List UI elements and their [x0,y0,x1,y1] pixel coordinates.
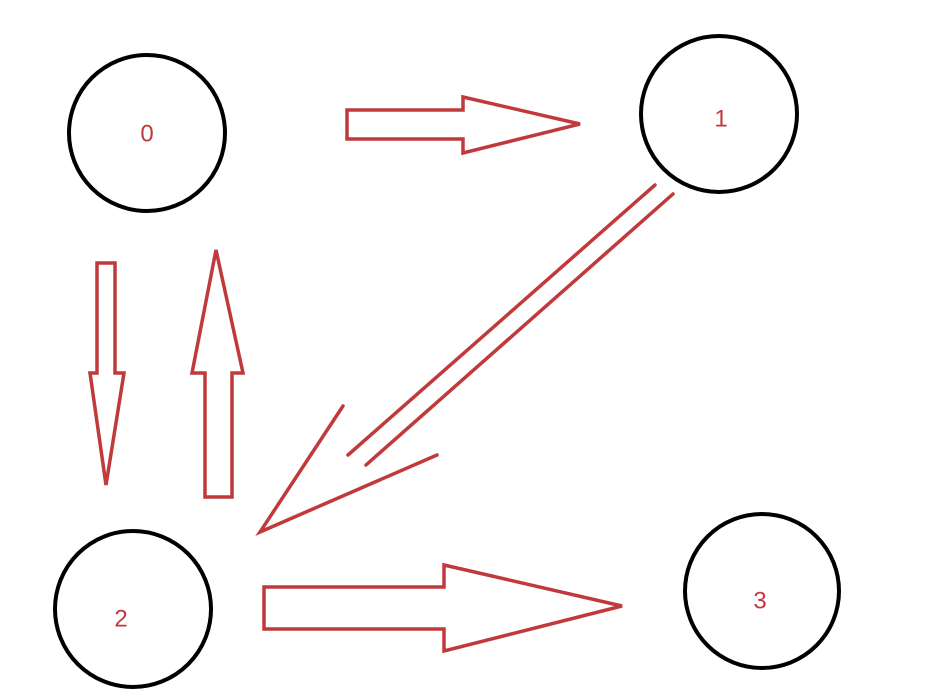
node-3-label: 3 [753,587,766,614]
node-2: 2 [53,529,213,689]
edge-arrow-0-to-1 [345,94,581,156]
node-1: 1 [639,34,799,194]
node-3-circle [683,512,841,670]
node-0-circle [67,53,227,213]
node-0: 0 [67,53,227,213]
edge-arrow-2-to-0 [189,249,246,499]
node-3: 3 [683,512,841,670]
edge-arrow-1-to-2-head [255,404,439,536]
edge-arrow-1-to-2 [255,183,675,536]
edge-arrow-2-to-3 [262,562,623,654]
edge-arrow-1-to-2-shaft-inner [364,192,675,467]
node-2-circle [53,529,213,689]
node-2-label: 2 [114,605,127,632]
node-1-circle [639,34,799,194]
node-0-label: 0 [140,120,153,147]
edge-arrow-1-to-2-shaft [346,183,657,457]
edge-arrow-0-to-2 [87,261,127,486]
node-1-label: 1 [714,105,727,132]
